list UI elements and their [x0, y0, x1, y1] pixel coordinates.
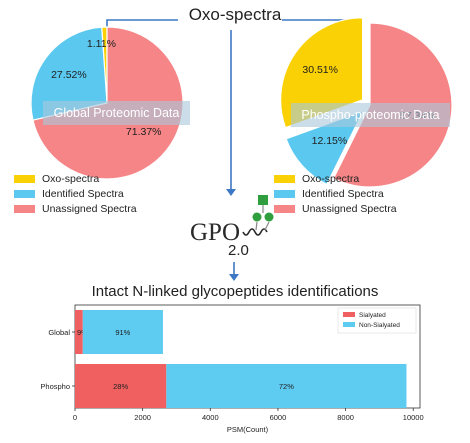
x-tick-label: 2000 [134, 413, 151, 422]
bar-value-label: 72% [279, 382, 294, 391]
glycan-circle-left-icon [252, 212, 262, 222]
bar-segment [82, 310, 163, 354]
x-tick-label: 0 [73, 413, 77, 422]
oxo-spectra-title: Oxo-spectra [188, 5, 282, 24]
category-tick-label: Global [48, 328, 70, 337]
gpo-version: 2.0 [228, 242, 249, 259]
legend-swatch [274, 175, 295, 184]
pie-slice-label: 30.51% [302, 64, 338, 77]
legend-label: Unassigned Spectra [42, 203, 137, 215]
pie-legend-item: Identified Spectra [14, 188, 124, 200]
x-tick-label: 6000 [270, 413, 287, 422]
pie-slice [280, 17, 364, 129]
legend-label: Unassigned Spectra [302, 203, 397, 215]
pie-legend-item: Identified Spectra [274, 188, 384, 200]
arrow-head-icon [226, 189, 236, 196]
pie-title-banner: Global Proteomic Data [43, 101, 190, 125]
glycopeptide-bar-chart: 9% 91% Global 28% 72% Phospho 0 2000 4000 6000 800… [40, 304, 424, 434]
pie-legend-item: Oxo-spectra [14, 173, 99, 185]
pie-title-banner: Phospho-proteomic Data [291, 103, 450, 127]
bar-value-label: 28% [113, 382, 128, 391]
legend-swatch [14, 190, 35, 199]
legend-swatch [14, 205, 35, 214]
legend-label: Non-Sialyated [359, 322, 400, 329]
legend-swatch [343, 312, 355, 317]
pie-slice [30, 26, 108, 121]
bar-segment [166, 364, 407, 408]
pie-legend-item: Oxo-spectra [274, 173, 359, 185]
glycan-link-icon [255, 221, 258, 231]
gpo-logo: GPO [190, 195, 274, 246]
glycan-circle-right-icon [264, 212, 274, 222]
bar-segment [75, 310, 83, 354]
x-axis-label: PSM(Count) [227, 425, 269, 434]
bar-legend: Sialyated Non-Sialyated [337, 307, 417, 334]
glycan-square-icon [258, 195, 268, 205]
legend-label: Sialyated [359, 312, 386, 319]
connector-line [106, 19, 178, 28]
x-tick-label: 8000 [337, 413, 354, 422]
legend-swatch [274, 205, 295, 214]
x-tick-label: 10000 [403, 413, 424, 422]
bar-chart-title: Intact N-linked glycopeptides identifica… [91, 283, 379, 300]
pie-slice-label: 71.37% [125, 126, 162, 139]
glycan-wave-icon [242, 228, 268, 236]
glycan-link-icon [264, 221, 270, 231]
legend-label: Oxo-spectra [302, 173, 360, 185]
pie-slice [285, 109, 365, 186]
bar-value-label: 9% [77, 328, 88, 337]
pie-slice-label: 12.15% [311, 134, 348, 147]
category-tick-label: Phospho [40, 382, 70, 391]
arrow-head-icon [229, 274, 239, 281]
legend-swatch [343, 322, 355, 327]
x-tick-label: 4000 [202, 413, 219, 422]
gpo-logo-text: GPO [190, 219, 240, 246]
legend-label: Identified Spectra [42, 188, 124, 200]
legend-label: Oxo-spectra [42, 173, 100, 185]
legend-label: Identified Spectra [302, 188, 384, 200]
bar-value-label: 91% [115, 328, 130, 337]
pie-legend-item: Unassigned Spectra [14, 203, 137, 215]
legend-swatch [14, 175, 35, 184]
pie-legend-item: Unassigned Spectra [274, 203, 397, 215]
pie-slice-label: 27.52% [51, 68, 87, 81]
bar-segment [75, 364, 167, 408]
pie-slice-label: 1.11% [86, 37, 116, 50]
legend-swatch [274, 190, 295, 199]
